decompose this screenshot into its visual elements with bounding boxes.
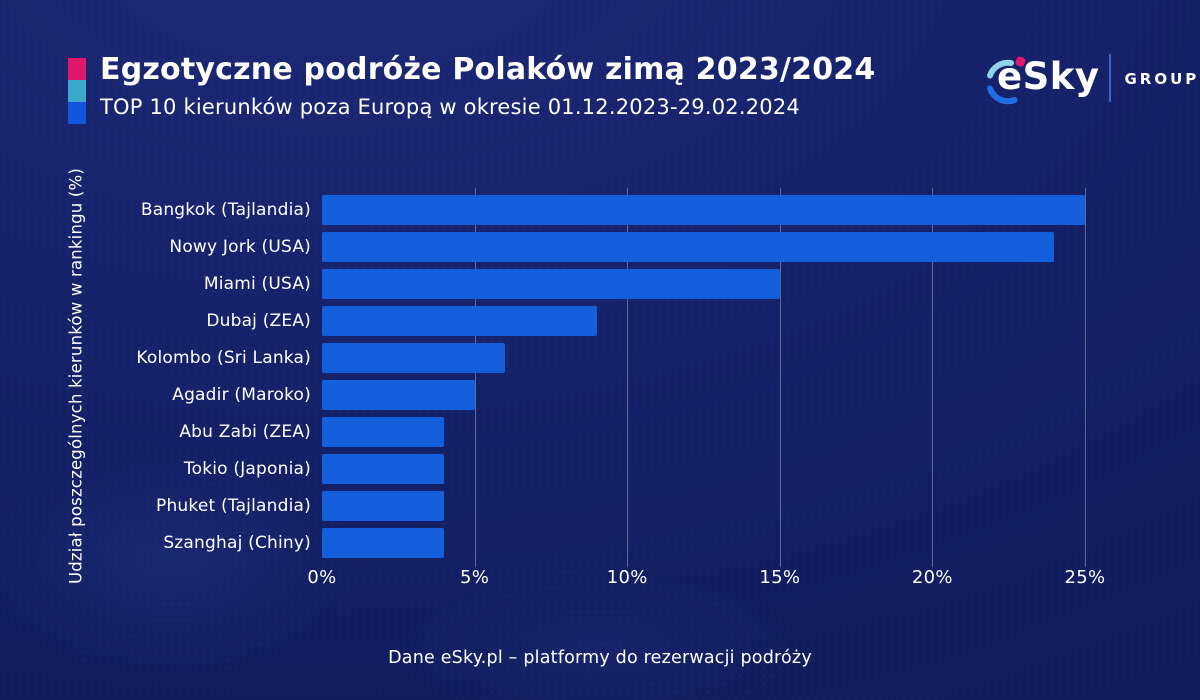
bar-row [322, 339, 1085, 376]
logo-arc-bottom-icon [987, 85, 1018, 105]
bar [322, 342, 506, 373]
x-axis-tick-label: 0% [307, 567, 337, 588]
esky-logo-mark: eSky [983, 48, 1099, 108]
category-label: Tokio (Japonia) [183, 458, 311, 479]
category-label: Kolombo (Sri Lanka) [136, 347, 311, 368]
bar [322, 527, 445, 558]
bar-row [322, 376, 1085, 413]
bar-row [322, 524, 1085, 561]
category-label: Abu Zabi (ZEA) [179, 421, 311, 442]
gridline [627, 188, 629, 567]
category-label: Szanghaj (Chiny) [163, 532, 311, 553]
category-label: Agadir (Maroko) [172, 384, 311, 405]
category-label: Dubaj (ZEA) [206, 310, 311, 331]
gridline [474, 188, 476, 567]
bar [322, 453, 445, 484]
page-subtitle: TOP 10 kierunków poza Europą w okresie 0… [100, 95, 800, 119]
title-block: Egzotyczne podróże Polaków zimą 2023/202… [100, 50, 875, 120]
esky-group-logo: eSky GROUP [983, 48, 1199, 108]
bar-row [322, 191, 1085, 228]
source-note: Dane eSky.pl – platformy do rezerwacji p… [388, 648, 812, 668]
x-axis-tick-row: 0% 5% 10% 15% 20% 25% [307, 567, 1105, 591]
logo-arc-top-icon [987, 59, 1014, 79]
bar [322, 379, 475, 410]
x-axis-tick-label: 5% [460, 567, 490, 588]
logo-dot-icon [1015, 56, 1026, 67]
gridline [1085, 188, 1086, 567]
esky-logo-text: eSky [997, 55, 1100, 98]
logo-divider [1109, 54, 1112, 102]
bar [322, 268, 780, 299]
x-axis-tick-label: 10% [606, 567, 648, 588]
flag-segment-teal [68, 80, 86, 102]
bar-row [322, 265, 1085, 302]
category-label: Miami (USA) [203, 273, 311, 294]
category-label: Phuket (Tajlandia) [156, 495, 311, 516]
footer: Dane eSky.pl – platformy do rezerwacji p… [0, 648, 1200, 668]
logo-group-label: GROUP [1124, 70, 1200, 88]
x-axis-tick-label: 25% [1064, 567, 1106, 588]
bar-row [322, 413, 1085, 450]
bar [322, 490, 445, 521]
bar [322, 194, 1085, 225]
gridline [779, 188, 781, 567]
category-label-column: Bangkok (Tajlandia) Nowy Jork (USA) Miami … [0, 191, 311, 561]
bars-layer [322, 191, 1085, 561]
bar [322, 416, 445, 447]
plot-area [322, 188, 1086, 567]
brand-flag [68, 58, 86, 124]
gridline [932, 188, 934, 567]
bar [322, 305, 597, 336]
bar-row [322, 487, 1085, 524]
bar [322, 231, 1055, 262]
x-axis-tick-label: 20% [911, 567, 953, 588]
page-title: Egzotyczne podróże Polaków zimą 2023/202… [100, 52, 876, 87]
x-axis-tick-label: 15% [759, 567, 801, 588]
flag-segment-pink [68, 58, 86, 80]
flag-segment-blue [68, 102, 86, 124]
bar-row [322, 228, 1085, 265]
bar-row [322, 302, 1085, 339]
category-label: Nowy Jork (USA) [169, 236, 311, 257]
category-label: Bangkok (Tajlandia) [140, 199, 311, 220]
esky-logo-arcs-icon [987, 56, 1026, 105]
background-texture [320, 540, 880, 700]
bar-row [322, 450, 1085, 487]
